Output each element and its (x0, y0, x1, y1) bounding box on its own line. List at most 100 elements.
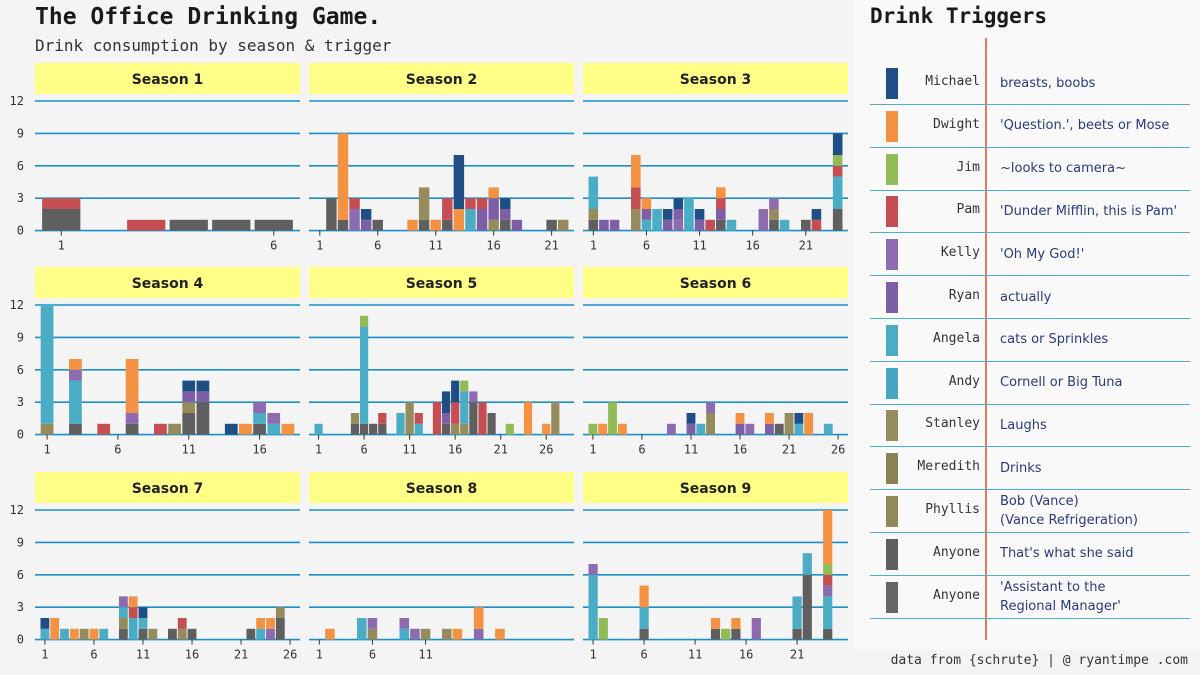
legend-swatch (886, 324, 898, 356)
x-tick-label: 11 (428, 239, 442, 253)
facet-strip (309, 63, 574, 94)
bar-segment (399, 618, 410, 629)
bar-segment (267, 413, 281, 424)
x-tick-label: 11 (692, 239, 706, 253)
bar-segment (125, 359, 139, 413)
bar-segment (469, 391, 478, 403)
bar-segment (167, 628, 177, 640)
bar-segment (359, 315, 369, 327)
bar-segment (511, 219, 523, 231)
bar-segment (196, 391, 210, 403)
bar-segment (609, 219, 620, 231)
legend-divider (985, 38, 987, 640)
bar-segment (128, 618, 138, 640)
bar-segment (128, 596, 138, 608)
x-tick-label: 11 (136, 648, 150, 662)
bar-segment (599, 219, 609, 231)
bar-segment (254, 219, 293, 231)
bar-segment (441, 391, 451, 413)
bar-segment (148, 628, 158, 640)
season-panel: Season 1 0 3 6 9 12 1 6 (10, 63, 300, 253)
bar-segment (769, 209, 779, 220)
bar-segment (765, 423, 774, 435)
bar-segment (488, 219, 499, 231)
bar-segment (710, 618, 721, 629)
bar-segment (453, 155, 465, 209)
bar-segment (726, 219, 737, 231)
bar-segment (706, 413, 716, 435)
x-tick-label: 16 (252, 443, 266, 457)
bar-segment (410, 628, 420, 640)
bar-segment (598, 423, 608, 435)
bar-segment (452, 628, 463, 640)
bar-segment (488, 198, 499, 220)
bar-segment (414, 413, 423, 424)
bar-segment (794, 423, 804, 435)
bar-segment (608, 402, 617, 435)
bar-segment (769, 219, 779, 231)
bar-segment (666, 423, 676, 435)
facet-strip (35, 267, 300, 298)
bar-segment (641, 219, 652, 231)
x-tick-label: 16 (448, 443, 462, 457)
bar-segment (453, 209, 465, 231)
bar-segment (478, 402, 487, 435)
bar-segment (694, 219, 705, 231)
bar-segment (187, 628, 197, 640)
bar-segment (349, 209, 360, 231)
bar-segment (639, 585, 649, 608)
x-tick-label: 16 (486, 239, 500, 253)
legend-swatch (886, 239, 898, 271)
bar-segment (367, 618, 378, 629)
legend-swatch (886, 196, 898, 228)
facet-label: Season 9 (680, 481, 752, 497)
bar-segment (673, 209, 684, 220)
legend-trigger-text: ~looks to camera~ (1000, 161, 1127, 177)
bar-segment (823, 574, 833, 586)
x-tick-label: 1 (590, 239, 597, 253)
bar-segment (686, 423, 696, 435)
bar-segment (138, 607, 148, 618)
legend-swatch (886, 282, 898, 313)
y-tick-label: 6 (17, 159, 24, 173)
legend-character-name: Stanley (925, 416, 980, 432)
bar-segment (405, 402, 414, 435)
bar-segment (792, 628, 802, 640)
bar-segment (588, 219, 599, 231)
bar-segment (378, 423, 387, 435)
bar-segment (473, 607, 484, 629)
facet-strip (583, 267, 848, 298)
bar-segment (639, 607, 649, 629)
bar-segment (802, 574, 812, 640)
bar-segment (266, 618, 275, 629)
x-tick-label: 16 (733, 443, 747, 457)
bar-segment (442, 628, 452, 640)
legend-character-name: Phyllis (925, 502, 980, 517)
bar-segment (476, 198, 488, 209)
legend-item: Phyllis Bob (Vance) (Vance Refrigeration) (870, 490, 1190, 533)
x-tick-label: 1 (589, 648, 596, 662)
bar-segment (832, 209, 843, 231)
bar-segment (168, 423, 181, 435)
facet-strip (35, 472, 300, 503)
bar-segment (414, 423, 423, 435)
bar-segment (40, 305, 54, 424)
bar-segment (823, 510, 833, 564)
season-panel: Season 61 6 11 16 21 26 (583, 267, 848, 457)
x-tick-label: 21 (782, 443, 796, 457)
bar-segment (196, 402, 210, 435)
legend-trigger-text: 'Question.', beets or Mose (1000, 118, 1170, 134)
bar-segment (125, 423, 139, 435)
legend-swatch (886, 581, 898, 613)
legend-trigger-text: 'Oh My God!' (1000, 246, 1085, 262)
legend-swatch (886, 453, 898, 485)
y-tick-label: 12 (10, 503, 24, 517)
bar-segment (196, 380, 210, 392)
bar-segment (42, 198, 81, 209)
bar-segment (337, 133, 349, 220)
bar-segment (281, 423, 295, 435)
bar-segment (696, 423, 706, 435)
x-tick-label: 6 (374, 239, 381, 253)
bar-segment (469, 402, 478, 435)
y-tick-label: 3 (17, 191, 24, 205)
